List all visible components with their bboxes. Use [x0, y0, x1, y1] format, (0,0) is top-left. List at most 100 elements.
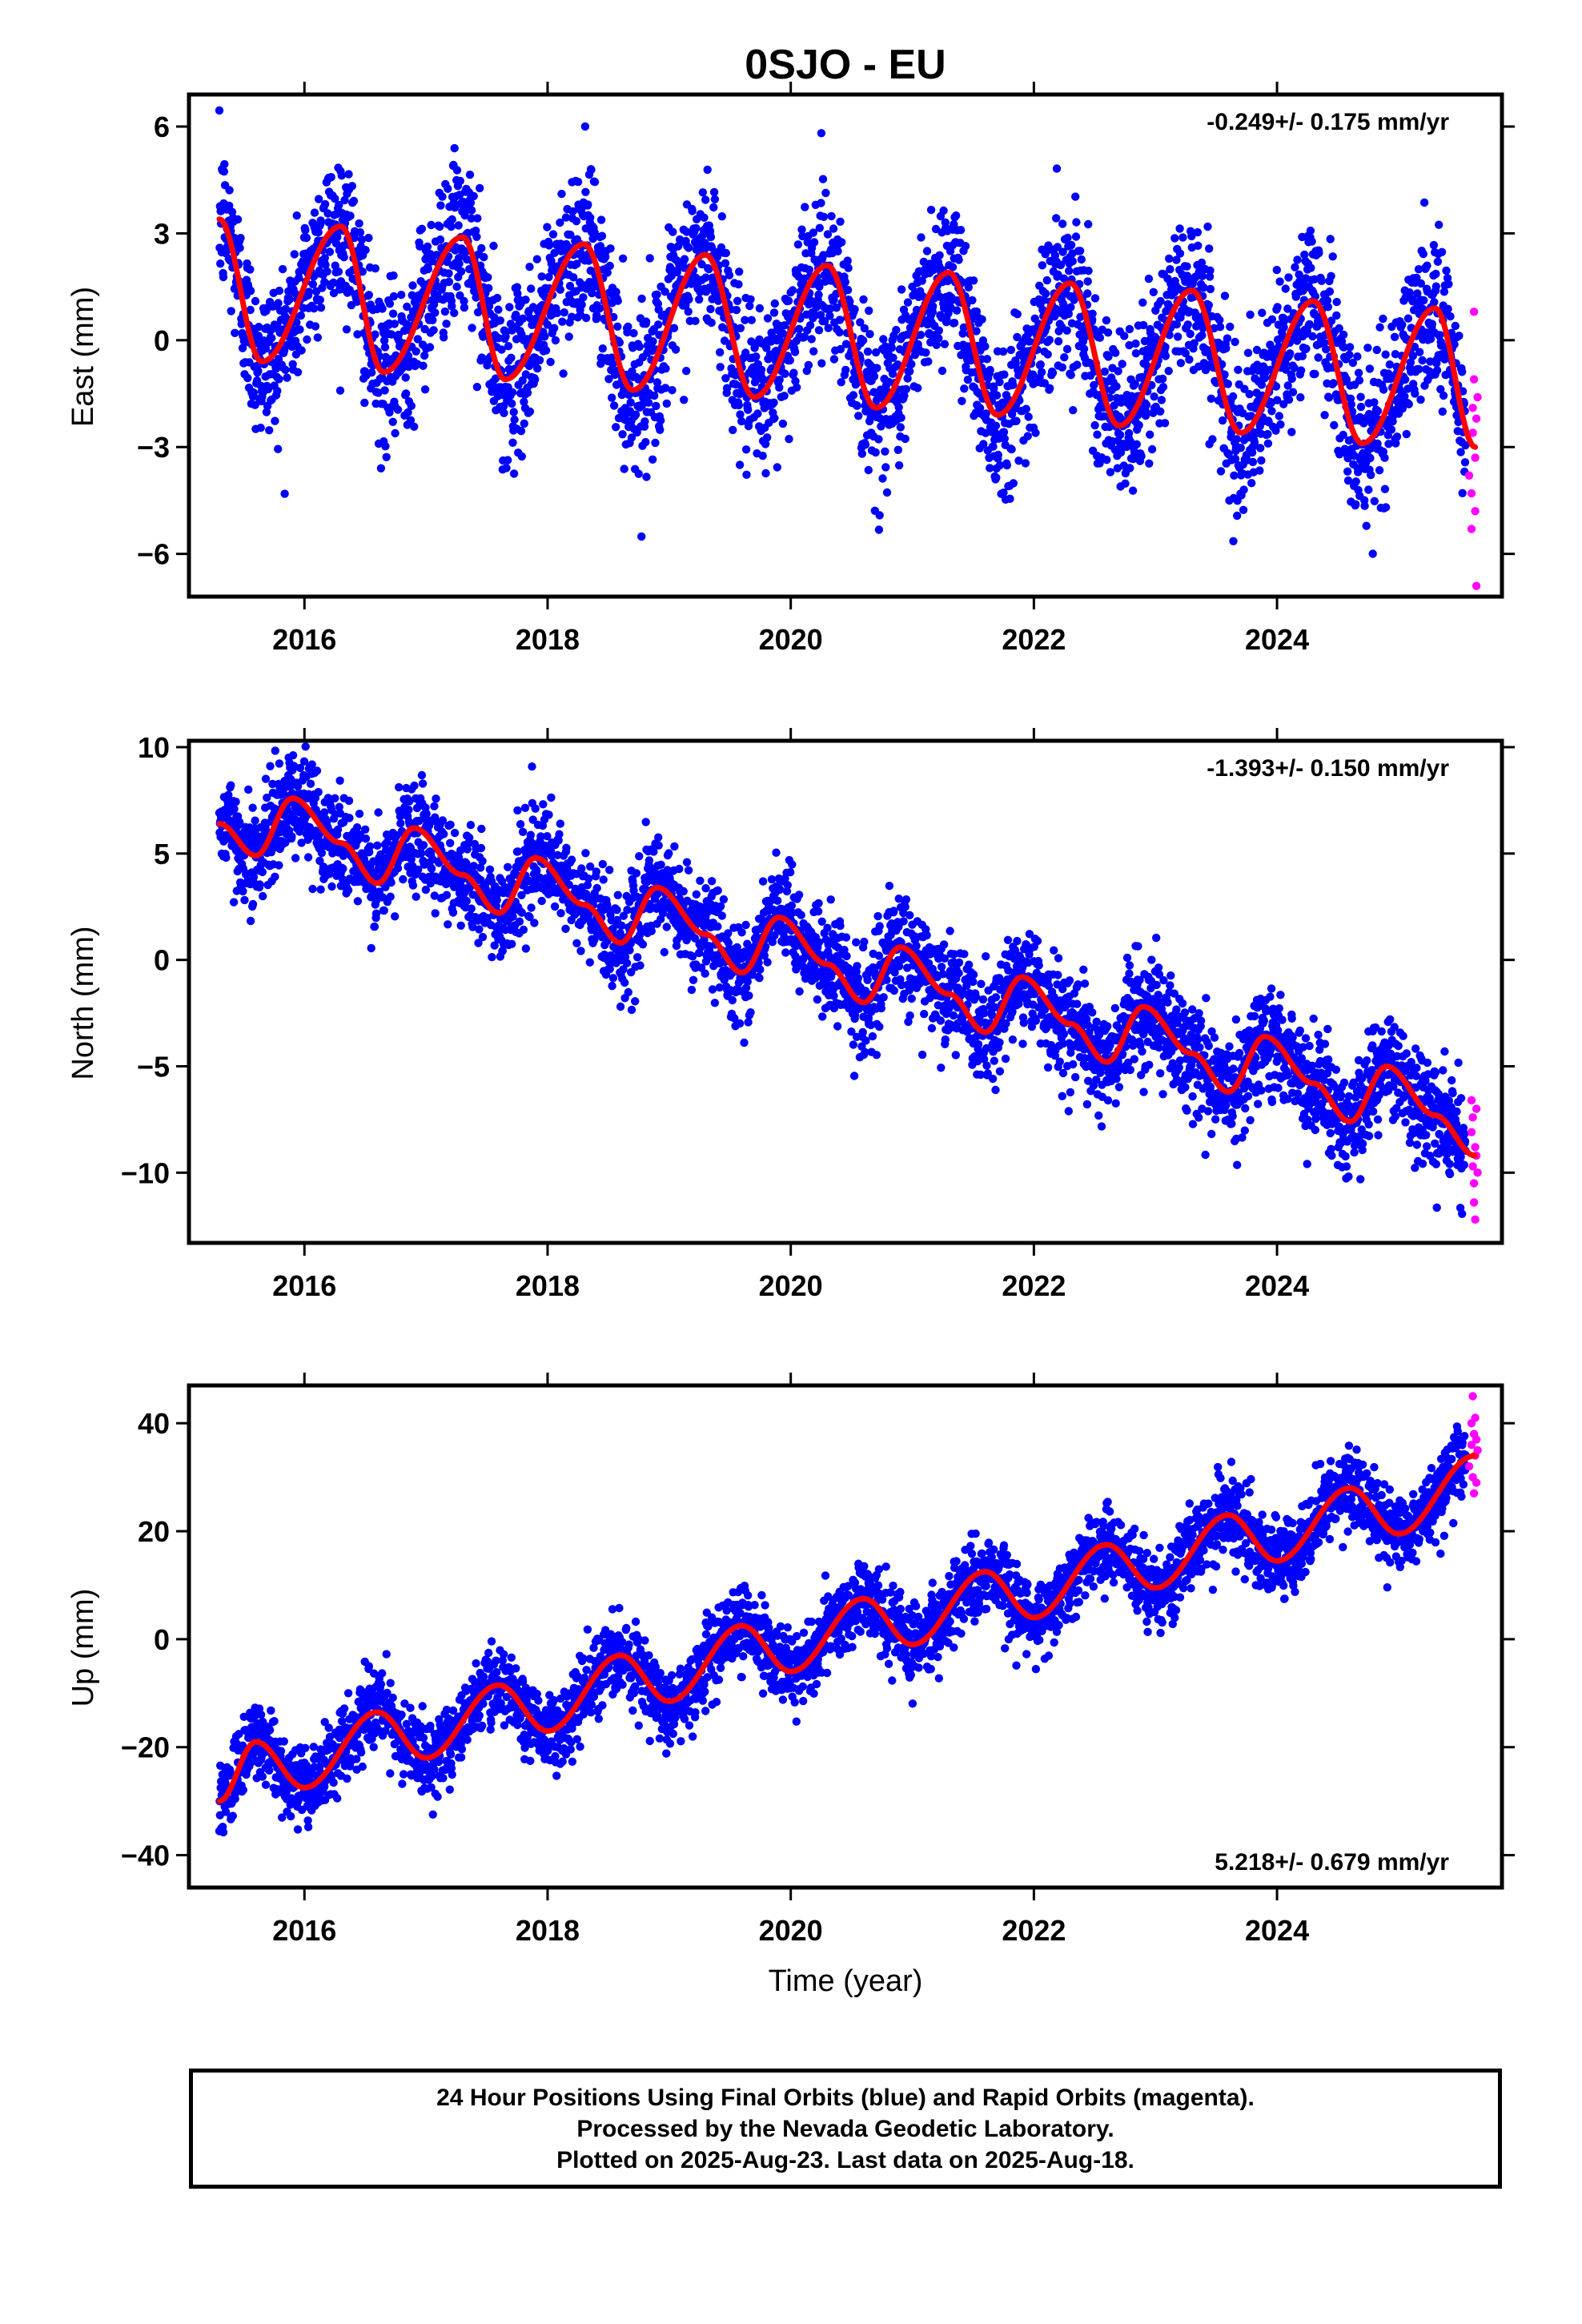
final-orbit-point: [530, 919, 539, 927]
final-orbit-point: [382, 452, 391, 461]
final-orbit-point: [864, 465, 873, 475]
final-orbit-point: [1354, 368, 1363, 377]
final-orbit-point: [1158, 374, 1167, 384]
final-orbit-point: [631, 410, 640, 419]
final-orbit-point: [1112, 382, 1121, 391]
final-orbit-point: [682, 227, 691, 236]
final-orbit-point: [757, 365, 766, 374]
final-orbit-point: [1165, 331, 1174, 340]
final-orbit-point: [235, 818, 244, 826]
final-orbit-point: [1110, 401, 1118, 410]
final-orbit-point: [669, 227, 677, 236]
final-orbit-point: [995, 377, 1004, 387]
final-orbit-point: [316, 885, 325, 894]
final-orbit-point: [1125, 324, 1134, 334]
final-orbit-point: [508, 939, 516, 949]
final-orbit-point: [1164, 367, 1173, 376]
final-orbit-point: [424, 264, 432, 274]
final-orbit-point: [1058, 219, 1067, 228]
final-orbit-point: [856, 318, 865, 327]
final-orbit-point: [969, 276, 978, 285]
final-orbit-point: [992, 473, 1001, 482]
final-orbit-point: [452, 282, 461, 292]
final-orbit-point: [889, 353, 897, 362]
final-orbit-point: [620, 978, 629, 987]
final-orbit-point: [821, 188, 830, 198]
final-orbit-point: [473, 214, 482, 223]
final-orbit-point: [442, 891, 452, 899]
final-orbit-point: [1090, 420, 1099, 430]
final-orbit-point: [1037, 368, 1046, 376]
final-orbit-point: [1072, 218, 1081, 227]
final-orbit-point: [1106, 468, 1115, 476]
final-orbit-point: [1065, 267, 1074, 275]
final-orbit-point: [314, 787, 323, 797]
final-orbit-point: [817, 199, 825, 207]
final-orbit-point: [1197, 258, 1207, 267]
final-orbit-point: [219, 272, 228, 282]
final-orbit-point: [258, 867, 267, 877]
final-orbit-point: [274, 299, 283, 308]
x-tick-label: 2018: [516, 623, 580, 656]
final-orbit-point: [259, 891, 267, 901]
final-orbit-point: [251, 296, 260, 306]
final-orbit-point: [1296, 366, 1306, 375]
final-orbit-point: [893, 360, 902, 369]
final-orbit-point: [1351, 500, 1360, 509]
final-orbit-point: [701, 239, 709, 247]
final-orbit-point: [417, 770, 427, 780]
final-orbit-point: [1071, 192, 1080, 201]
final-orbit-point: [410, 422, 419, 431]
final-orbit-point: [1432, 366, 1442, 375]
y-tick-label: −6: [137, 538, 170, 571]
final-orbit-point: [588, 288, 596, 298]
final-orbit-point: [598, 859, 607, 869]
final-orbit-point: [835, 328, 844, 337]
final-orbit-point: [952, 306, 962, 315]
final-orbit-point: [308, 884, 317, 894]
final-orbit-point: [871, 448, 880, 457]
final-orbit-point: [934, 326, 944, 335]
final-orbit-point: [688, 207, 697, 215]
final-orbit-point: [320, 808, 329, 817]
final-orbit-point: [550, 902, 560, 911]
final-orbit-point: [608, 982, 616, 991]
final-orbit-point: [948, 263, 958, 271]
final-orbit-point: [627, 433, 636, 442]
final-orbit-point: [1302, 344, 1311, 353]
final-orbit-point: [573, 177, 583, 187]
final-orbit-point: [934, 334, 943, 343]
final-orbit-point: [1405, 288, 1414, 297]
final-orbit-point: [612, 287, 620, 296]
final-orbit-point: [1038, 261, 1047, 270]
final-orbit-point: [1335, 324, 1343, 333]
final-orbit-point: [1002, 460, 1012, 470]
final-orbit-point: [1311, 369, 1319, 379]
final-orbit-point: [671, 345, 681, 354]
final-orbit-point: [278, 264, 287, 274]
final-orbit-point: [648, 337, 657, 346]
final-orbit-point: [333, 233, 342, 242]
final-orbit-point: [1412, 273, 1421, 283]
final-orbit-point: [837, 238, 846, 247]
final-orbit-point: [1385, 360, 1395, 369]
final-orbit-point: [605, 866, 614, 875]
final-orbit-point: [632, 428, 641, 437]
final-orbit-point: [1206, 284, 1215, 294]
final-orbit-point: [1084, 219, 1093, 229]
final-orbit-point: [624, 322, 632, 332]
final-orbit-point: [1415, 364, 1423, 374]
final-orbit-point: [701, 273, 710, 282]
final-orbit-point: [1199, 283, 1208, 292]
final-orbit-point: [397, 291, 406, 300]
final-orbit-point: [1131, 339, 1140, 348]
final-orbit-point: [271, 416, 279, 425]
final-orbit-point: [1456, 448, 1465, 456]
final-orbit-point: [450, 828, 460, 838]
final-orbit-point: [1315, 248, 1323, 258]
final-orbit-point: [1062, 344, 1072, 354]
final-orbit-point: [807, 335, 816, 344]
final-orbit-point: [564, 332, 573, 341]
final-orbit-point: [1436, 384, 1445, 394]
final-orbit-point: [950, 319, 959, 328]
